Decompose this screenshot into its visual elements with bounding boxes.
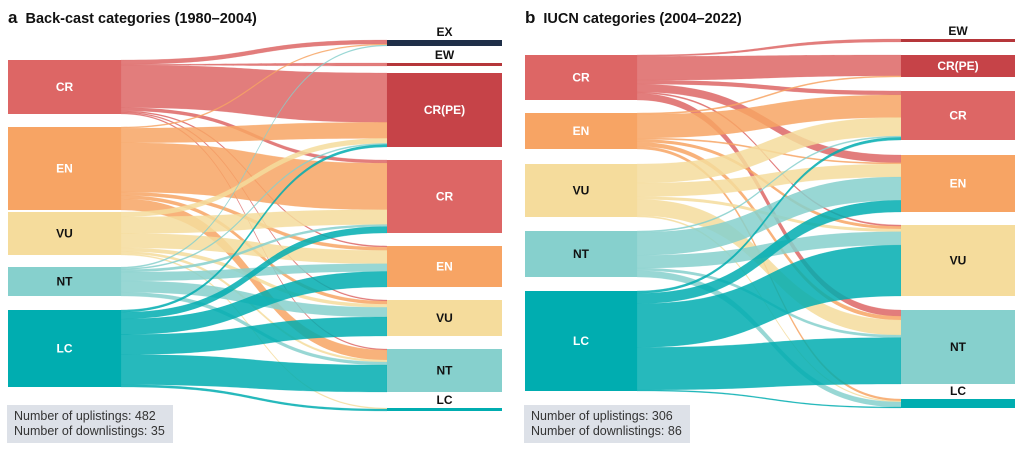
source-node-b-lc [525,291,637,391]
target-label-b-ew: EW [948,24,968,38]
target-label-b-lc: LC [950,384,966,398]
target-label-a-ex: EX [436,25,452,39]
panel-b-title-text: IUCN categories (2004–2022) [543,11,742,27]
panel-b-summary-box: Number of uplistings: 306 Number of down… [524,405,690,443]
target-node-a-ew [387,63,502,66]
source-label-b-cr: CR [572,71,590,85]
source-node-b-vu [525,164,637,217]
panel-a-letter: a [8,8,18,27]
panel-b-nodes: CR EN VU NT LC EW CR(PE) CR EN VU NT LC [525,24,1015,408]
target-node-b-ew [901,39,1015,42]
target-node-b-nt [901,310,1015,384]
target-node-a-en [387,246,502,287]
flow-a-cr-to-crpe [120,65,388,123]
target-label-a-cr: CR [436,190,454,204]
panel-b-downlistings: Number of downlistings: 86 [531,424,682,438]
target-node-b-crpe [901,55,1015,77]
target-label-b-en: EN [950,177,967,191]
source-node-b-nt [525,231,637,277]
target-node-a-crpe [387,73,502,147]
target-label-b-cr: CR [949,109,967,123]
target-label-a-vu: VU [436,311,453,325]
source-node-b-en [525,113,637,149]
target-label-a-lc: LC [437,393,453,407]
source-label-a-nt: NT [57,275,74,289]
target-node-a-lc [387,408,502,411]
target-label-b-nt: NT [950,340,967,354]
panel-a-downlistings: Number of downlistings: 35 [14,424,165,438]
source-label-a-lc: LC [57,342,73,356]
panel-b-letter: b [525,8,536,27]
panel-b-uplistings: Number of uplistings: 306 [531,409,673,423]
target-label-b-crpe: CR(PE) [937,59,978,73]
source-label-a-vu: VU [56,227,73,241]
target-label-a-en: EN [436,260,453,274]
target-node-b-cr [901,91,1015,140]
target-node-b-vu [901,225,1015,296]
target-label-a-nt: NT [437,364,454,378]
target-node-b-lc [901,399,1015,408]
source-node-a-cr [8,60,121,114]
source-label-a-en: EN [56,162,73,176]
flow-b-cr-to-crpe [636,54,902,81]
source-node-a-en [8,127,121,210]
source-node-a-lc [8,310,121,387]
panel-b-flows [636,38,902,409]
target-node-b-en [901,155,1015,212]
target-node-a-cr [387,160,502,233]
panel-a-uplistings: Number of uplistings: 482 [14,409,156,423]
panel-a-title-text: Back-cast categories (1980–2004) [25,11,257,27]
flow-b-cr-to-ew [636,38,902,57]
source-node-a-nt [8,267,121,296]
source-node-b-cr [525,55,637,100]
source-label-b-nt: NT [573,247,590,261]
target-label-b-vu: VU [950,254,967,268]
panel-a-nodes: CR EN VU NT LC EX EW CR(PE) CR EN VU NT LC [8,25,502,411]
source-node-a-vu [8,212,121,255]
source-label-b-lc: LC [573,334,589,348]
target-node-a-nt [387,349,502,392]
target-node-a-vu [387,300,502,336]
panel-a-title: a Back-cast categories (1980–2004) [8,8,257,28]
source-label-b-vu: VU [573,184,590,198]
panel-b-title: b IUCN categories (2004–2022) [525,8,742,28]
target-label-a-crpe: CR(PE) [424,103,465,117]
source-label-a-cr: CR [56,80,74,94]
source-label-b-en: EN [573,124,590,138]
panel-a-summary-box: Number of uplistings: 482 Number of down… [7,405,173,443]
panel-a-flows [120,39,388,412]
target-node-a-ex [387,40,502,46]
target-label-a-ew: EW [435,48,455,62]
